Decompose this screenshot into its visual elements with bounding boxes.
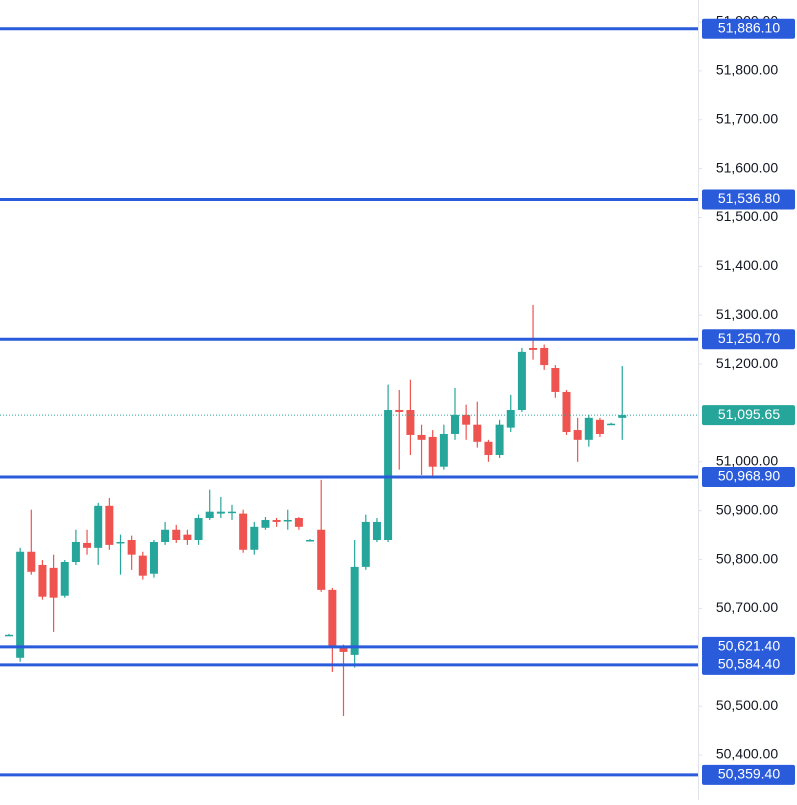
level-box (702, 189, 795, 210)
level-box (702, 764, 795, 785)
candle-body (261, 519, 270, 528)
candle-body (5, 634, 13, 637)
candle-body (395, 410, 404, 412)
candle-body (428, 436, 437, 467)
level-box (702, 467, 795, 488)
candle-body (38, 564, 47, 597)
y-tick-label: 51,200.00 (716, 355, 778, 371)
candle-body (517, 351, 526, 411)
level-label: 50,584.40 (718, 656, 780, 672)
candle-body (149, 541, 158, 574)
candle-body (161, 529, 170, 542)
candle-body (573, 430, 582, 440)
candle-body (484, 441, 493, 455)
candle-body (562, 391, 571, 433)
candle-body (16, 551, 25, 658)
y-tick-label: 50,700.00 (716, 599, 778, 615)
y-tick-label: 50,400.00 (716, 746, 778, 762)
candle-body (584, 417, 593, 440)
candle-body (83, 542, 92, 548)
level-box (702, 636, 795, 657)
candle-body (361, 521, 370, 567)
candle-body (506, 410, 515, 428)
candle-body (228, 511, 236, 514)
candle-body (205, 511, 214, 519)
candle-body (473, 424, 482, 442)
candle-body (60, 562, 69, 596)
candle-body (317, 529, 326, 590)
current-price-box (702, 405, 795, 426)
candle-body (216, 511, 225, 514)
candle-body (551, 367, 560, 392)
level-label: 51,536.80 (718, 190, 780, 206)
level-box (702, 18, 795, 39)
candle-body (71, 541, 80, 563)
candle-body (384, 410, 393, 541)
level-label: 51,886.10 (718, 19, 780, 35)
level-box (702, 329, 795, 350)
y-tick-label: 51,700.00 (716, 110, 778, 126)
candle-body (439, 433, 448, 467)
candle-body (328, 589, 337, 649)
candle-body (127, 540, 136, 555)
level-label: 50,968.90 (718, 468, 780, 484)
candle-body (306, 540, 315, 542)
candle-body (294, 518, 303, 527)
current-price-label: 51,095.65 (718, 406, 780, 422)
y-tick-label: 51,400.00 (716, 257, 778, 273)
candle-body (105, 505, 114, 545)
candle-body (283, 519, 292, 522)
candle-body (595, 419, 604, 434)
y-tick-label: 51,300.00 (716, 306, 778, 322)
candle-body (194, 518, 203, 541)
candle-body (451, 414, 459, 434)
candle-body (529, 347, 538, 350)
y-tick-label: 51,500.00 (716, 208, 778, 224)
candle-body (372, 521, 381, 541)
y-tick-label: 51,600.00 (716, 159, 778, 175)
candle-body (540, 347, 549, 366)
candle-body (94, 505, 103, 548)
candle-body (183, 534, 192, 541)
y-tick-label: 50,500.00 (716, 697, 778, 713)
candle-body (138, 555, 147, 576)
level-label: 50,359.40 (718, 766, 780, 782)
candle-body (462, 414, 471, 425)
candle-body (239, 513, 248, 550)
candle-body (27, 551, 36, 572)
candle-body (350, 566, 359, 655)
candle-body (272, 519, 281, 522)
level-label: 51,250.70 (718, 330, 780, 346)
y-tick-label: 50,800.00 (716, 550, 778, 566)
candle-body (250, 526, 259, 550)
candle-body (607, 423, 616, 426)
candle-body (49, 567, 58, 598)
candle-body (495, 424, 504, 455)
candle-body (339, 648, 348, 652)
candle-body (116, 541, 125, 544)
y-tick-label: 51,000.00 (716, 453, 778, 469)
y-tick-label: 51,800.00 (716, 62, 778, 78)
y-tick-label: 50,900.00 (716, 501, 778, 517)
candle-body (406, 410, 415, 435)
candle-body (417, 434, 426, 440)
candle-body (172, 529, 181, 541)
level-box (702, 654, 795, 675)
level-label: 50,621.40 (718, 638, 780, 654)
candle-body (618, 415, 627, 418)
